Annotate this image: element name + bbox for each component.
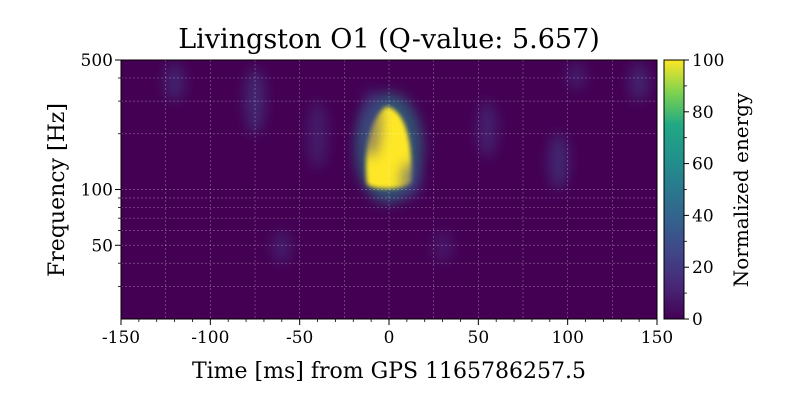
x-tick-label: 100 xyxy=(551,328,583,348)
colorbar: 0 20 40 60 80 100 xyxy=(663,51,724,330)
y-axis-label: Frequency [Hz] xyxy=(45,103,70,277)
x-tick-label: -100 xyxy=(191,328,229,348)
x-axis: -150 -100 -50 0 50 100 150 xyxy=(102,319,673,348)
x-tick-label: 0 xyxy=(384,328,395,348)
colorbar-tick-label: 60 xyxy=(692,155,714,175)
chart-title: Livingston O1 (Q-value: 5.657) xyxy=(178,24,600,55)
colorbar-tick-label: 100 xyxy=(692,51,724,71)
x-tick-label: -50 xyxy=(286,328,313,348)
x-tick-label: -150 xyxy=(102,328,140,348)
colorbar-gradient xyxy=(663,59,685,320)
energy-feature xyxy=(548,133,569,190)
x-tick-label: 150 xyxy=(641,328,673,348)
y-tick-label: 500 xyxy=(81,51,113,71)
plot-area xyxy=(120,59,658,320)
colorbar-ticks: 0 20 40 60 80 100 xyxy=(684,51,724,330)
energy-feature xyxy=(629,63,650,102)
energy-feature xyxy=(361,88,382,157)
energy-feature xyxy=(245,68,265,134)
y-axis: 50 100 500 xyxy=(81,51,121,287)
grid-lines xyxy=(121,60,657,319)
colorbar-tick-label: 20 xyxy=(692,258,714,278)
energy-feature xyxy=(164,63,185,102)
y-tick-label: 100 xyxy=(81,181,113,201)
energy-feature xyxy=(477,101,498,157)
energy-feature xyxy=(271,230,292,264)
energy-feature xyxy=(400,162,421,198)
energy-feature xyxy=(566,63,587,89)
energy-blobs xyxy=(164,63,650,264)
energy-feature xyxy=(307,101,328,169)
energy-feature xyxy=(432,230,453,264)
x-tick-label: 50 xyxy=(468,328,490,348)
colorbar-label: Normalized energy xyxy=(729,92,753,287)
colorbar-tick-label: 0 xyxy=(692,310,703,330)
y-tick-label: 50 xyxy=(91,236,113,256)
colorbar-tick-label: 40 xyxy=(692,206,714,226)
x-axis-label: Time [ms] from GPS 1165786257.5 xyxy=(192,359,586,384)
colorbar-tick-label: 80 xyxy=(692,103,714,123)
